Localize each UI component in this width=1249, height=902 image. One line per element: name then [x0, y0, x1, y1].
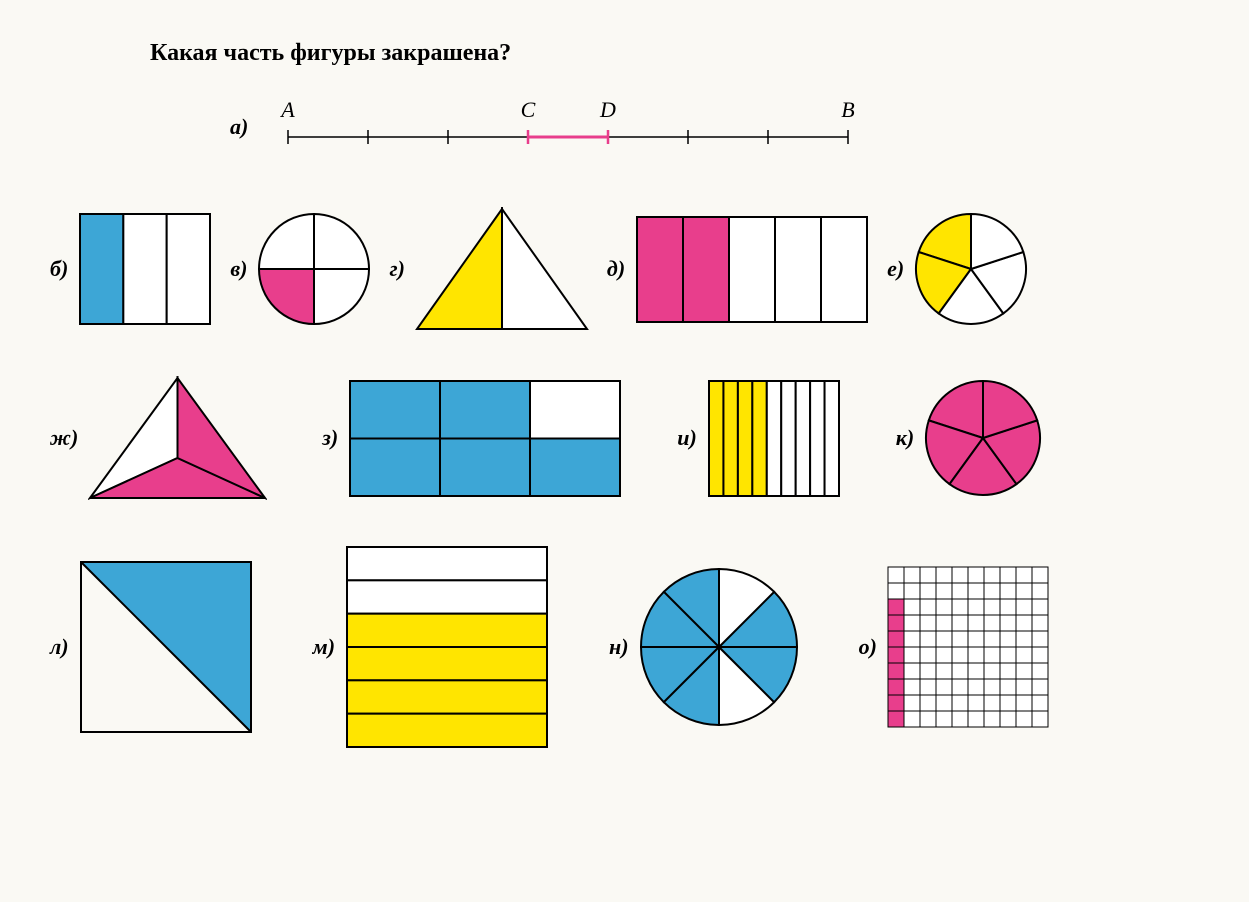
svg-text:C: C: [521, 97, 536, 122]
figure-b: [78, 212, 212, 326]
figure-z: [348, 379, 622, 498]
label-l: л): [50, 634, 69, 660]
row-a: а) A C D B: [230, 97, 1199, 157]
figure-l: [79, 560, 253, 734]
label-n: н): [609, 634, 629, 660]
figure-v: [257, 212, 371, 326]
figure-m: [345, 545, 549, 749]
row-4: л) м) н) о): [50, 545, 1199, 749]
label-g: г): [389, 256, 404, 282]
figure-g: [415, 207, 589, 331]
label-o: о): [859, 634, 877, 660]
figure-d: [635, 215, 869, 324]
label-z: з): [322, 425, 338, 451]
figure-o: [887, 566, 1049, 728]
label-k: к): [896, 425, 914, 451]
label-a: а): [230, 114, 248, 140]
page-title: Какая часть фигуры закрашена?: [150, 40, 1199, 67]
label-b: б): [50, 256, 68, 282]
figure-i: [707, 379, 841, 498]
label-v: в): [230, 256, 247, 282]
figure-zh: [88, 376, 267, 500]
figure-k: [924, 379, 1042, 497]
label-m: м): [313, 634, 335, 660]
svg-text:A: A: [280, 97, 296, 122]
numberline: ACDB: [258, 97, 878, 157]
figure-e: [914, 212, 1028, 326]
row-3: ж) з) и) к): [50, 376, 1199, 500]
label-i: и): [677, 425, 697, 451]
label-zh: ж): [50, 425, 78, 451]
label-d: д): [607, 256, 625, 282]
figure-n: [639, 567, 799, 727]
label-e: е): [887, 256, 904, 282]
svg-text:D: D: [599, 97, 616, 122]
row-2: б) в) г) д) е): [50, 207, 1199, 331]
svg-text:B: B: [842, 97, 855, 122]
